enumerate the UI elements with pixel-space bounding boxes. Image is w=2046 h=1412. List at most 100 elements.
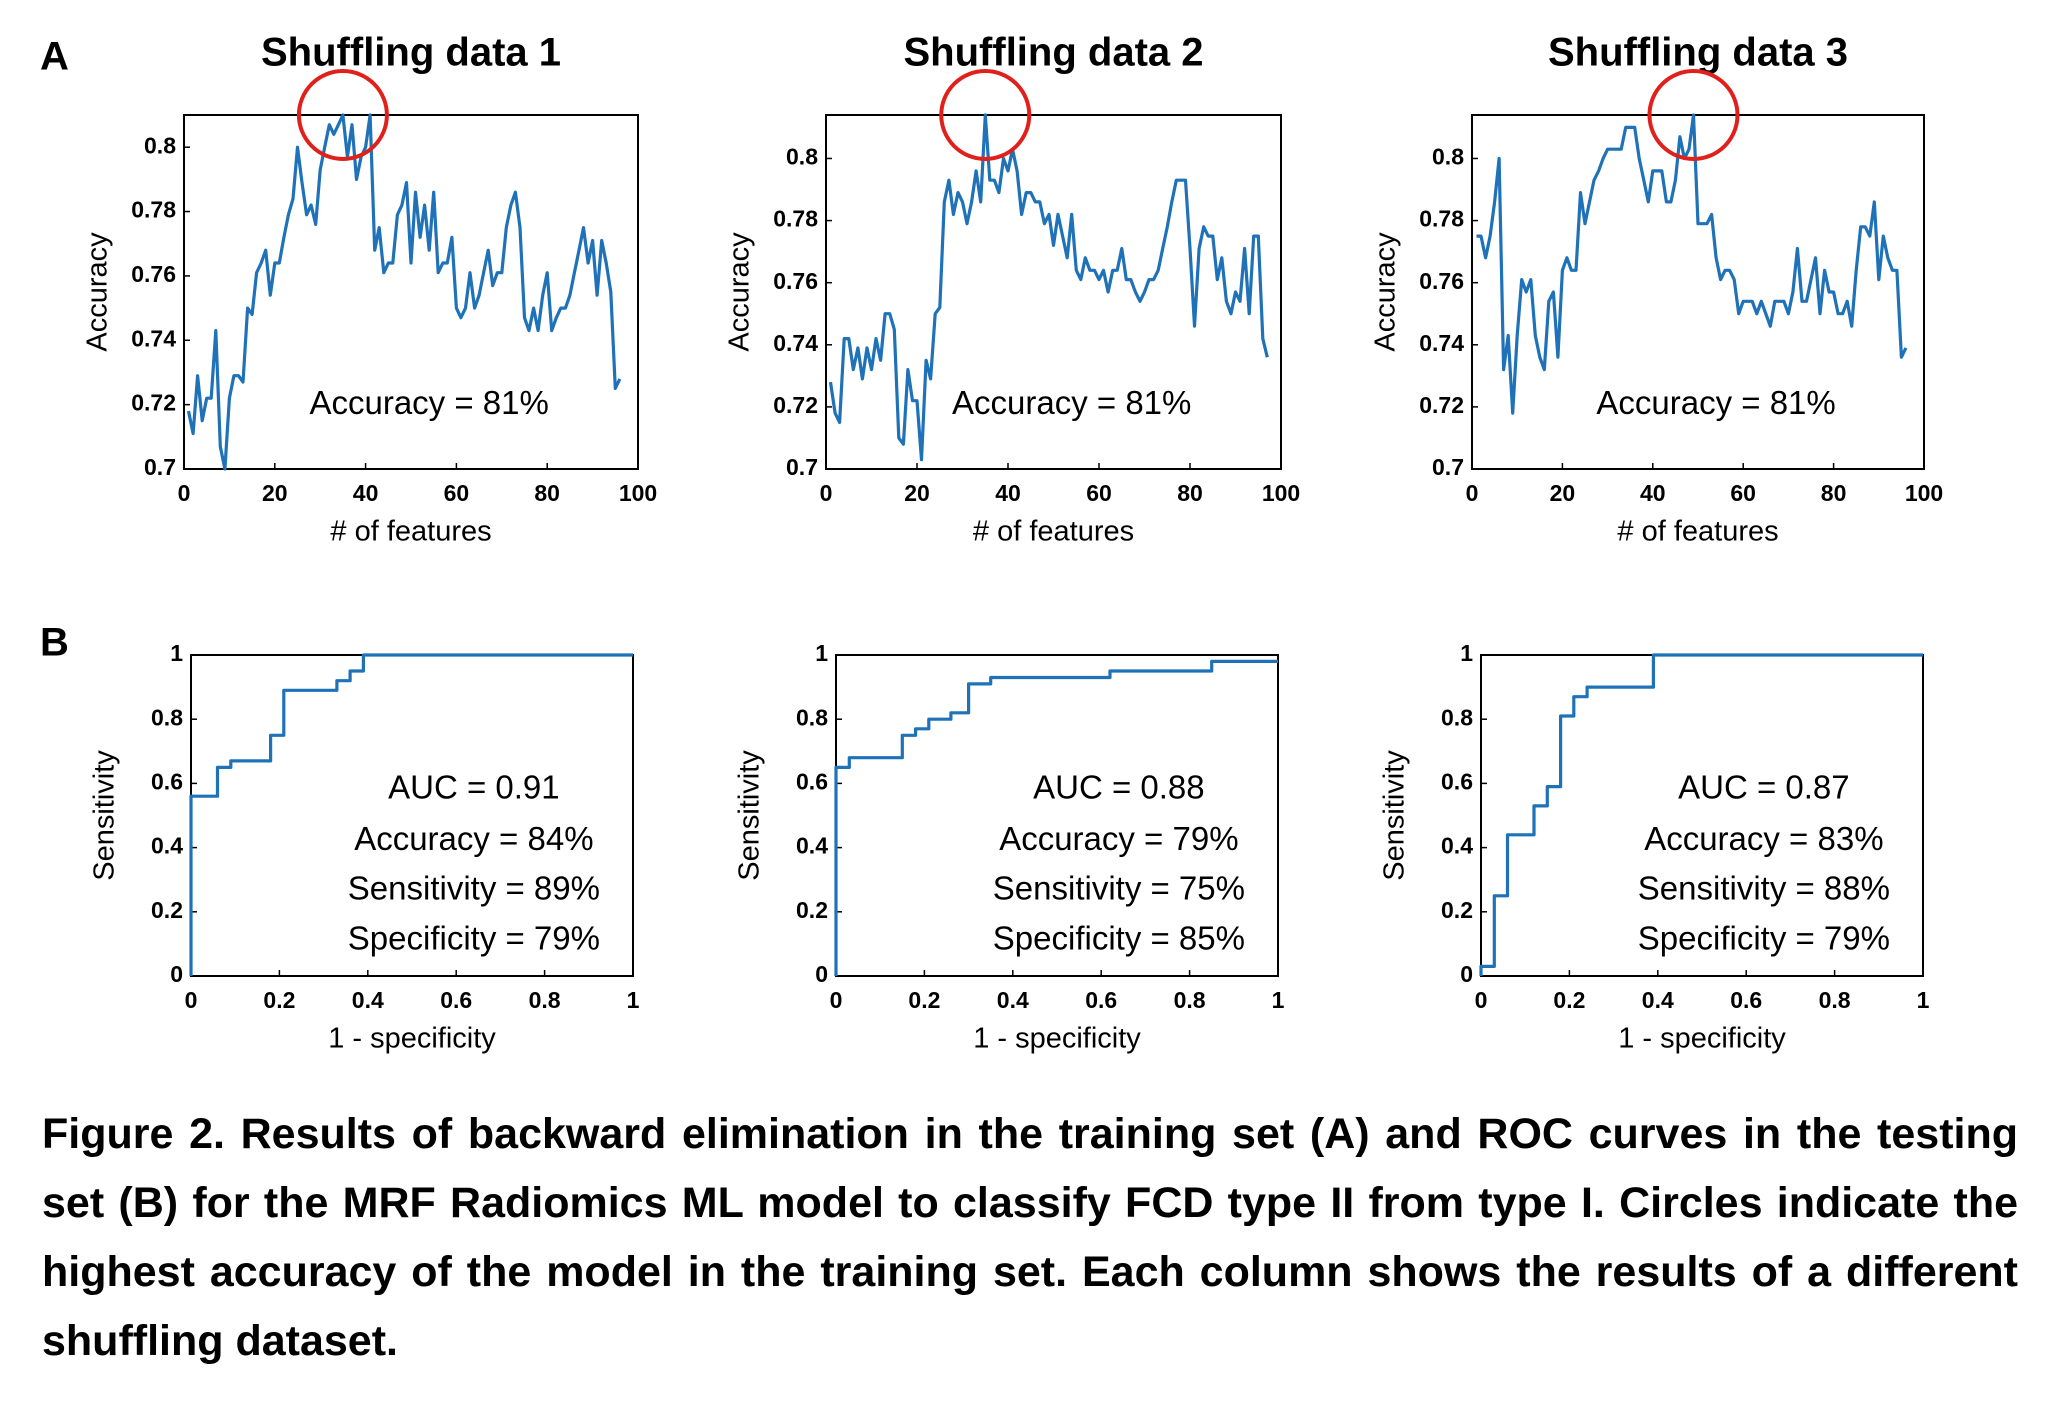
y-tick-label: 0.78 bbox=[1419, 206, 1464, 232]
annotation: Accuracy = 84% bbox=[354, 820, 593, 857]
y-tick-label: 0.4 bbox=[1441, 833, 1473, 859]
x-tick-label: 20 bbox=[1550, 480, 1576, 506]
y-axis-label: Sensitivity bbox=[734, 750, 766, 881]
data-line bbox=[189, 653, 633, 976]
y-tick-label: 0.74 bbox=[131, 325, 176, 351]
x-tick-label: 0 bbox=[1475, 987, 1488, 1013]
y-tick-label: 0.2 bbox=[151, 897, 183, 923]
y-tick-label: 0.7 bbox=[144, 454, 176, 480]
highlight-circle bbox=[1647, 69, 1740, 161]
data-line bbox=[1479, 653, 1923, 976]
x-tick-label: 60 bbox=[1086, 480, 1112, 506]
x-tick-label: 60 bbox=[444, 480, 470, 506]
y-tick-label: 1 bbox=[815, 640, 828, 666]
y-tick-label: 0.2 bbox=[1441, 897, 1473, 923]
data-line bbox=[1476, 113, 1908, 415]
x-tick-label: 0.4 bbox=[997, 987, 1029, 1013]
axes-frame bbox=[183, 114, 639, 470]
annotation: Accuracy = 83% bbox=[1644, 820, 1883, 857]
x-tick-label: 40 bbox=[353, 480, 379, 506]
y-tick-label: 0.76 bbox=[131, 261, 176, 287]
y-tick-label: 0.7 bbox=[1432, 454, 1464, 480]
annotation: Accuracy = 81% bbox=[952, 384, 1191, 421]
x-tick-label: 1 bbox=[1917, 987, 1930, 1013]
x-axis-label: # of features bbox=[973, 516, 1134, 548]
y-tick-label: 0.4 bbox=[796, 833, 828, 859]
y-tick-label: 0.74 bbox=[1419, 330, 1464, 356]
x-tick-label: 40 bbox=[1640, 480, 1666, 506]
data-line bbox=[834, 659, 1278, 976]
annotation: AUC = 0.91 bbox=[388, 769, 560, 806]
x-tick-label: 1 bbox=[627, 987, 640, 1013]
x-tick-label: 100 bbox=[1262, 480, 1300, 506]
x-tick-label: 20 bbox=[262, 480, 288, 506]
y-tick-label: 0.2 bbox=[796, 897, 828, 923]
annotation: Accuracy = 81% bbox=[1596, 384, 1835, 421]
y-tick-label: 0.74 bbox=[773, 330, 818, 356]
y-tick-label: 0.6 bbox=[1441, 768, 1473, 794]
y-tick-label: 0.8 bbox=[151, 704, 183, 730]
highlight-circle bbox=[939, 69, 1032, 161]
x-axis-label: 1 - specificity bbox=[973, 1023, 1141, 1055]
y-tick-label: 0.8 bbox=[796, 704, 828, 730]
x-tick-label: 100 bbox=[619, 480, 657, 506]
x-tick-label: 0.6 bbox=[1730, 987, 1762, 1013]
x-tick-label: 0 bbox=[820, 480, 833, 506]
y-axis-label: Sensitivity bbox=[1379, 750, 1411, 881]
x-tick-label: 0.6 bbox=[440, 987, 472, 1013]
y-tick-label: 0 bbox=[170, 961, 183, 987]
data-line bbox=[828, 113, 1269, 462]
x-tick-label: 0.2 bbox=[263, 987, 295, 1013]
highlight-circle bbox=[296, 69, 389, 161]
x-tick-label: 0.6 bbox=[1085, 987, 1117, 1013]
y-tick-label: 0.7 bbox=[786, 454, 818, 480]
y-axis-label: Sensitivity bbox=[89, 750, 121, 881]
x-tick-label: 40 bbox=[995, 480, 1021, 506]
x-tick-label: 0 bbox=[1466, 480, 1479, 506]
annotation: Specificity = 85% bbox=[993, 919, 1245, 956]
y-axis-label: Accuracy bbox=[82, 232, 114, 352]
annotation: Specificity = 79% bbox=[348, 919, 600, 956]
x-tick-label: 0 bbox=[830, 987, 843, 1013]
y-tick-label: 0.76 bbox=[773, 268, 818, 294]
y-tick-label: 0.78 bbox=[773, 206, 818, 232]
y-tick-label: 0.76 bbox=[1419, 268, 1464, 294]
x-tick-label: 0 bbox=[178, 480, 191, 506]
y-tick-label: 0.8 bbox=[144, 132, 176, 158]
x-axis-label: # of features bbox=[1617, 516, 1778, 548]
y-tick-label: 0.72 bbox=[1419, 392, 1464, 418]
axes-frame bbox=[1471, 114, 1925, 470]
y-tick-label: 1 bbox=[1460, 640, 1473, 666]
x-tick-label: 0.8 bbox=[529, 987, 561, 1013]
panel-label: A bbox=[40, 35, 69, 79]
x-tick-label: 0.2 bbox=[908, 987, 940, 1013]
x-tick-label: 0.4 bbox=[1642, 987, 1674, 1013]
annotation: Sensitivity = 88% bbox=[1638, 870, 1890, 907]
x-tick-label: 100 bbox=[1905, 480, 1943, 506]
x-tick-label: 0.2 bbox=[1553, 987, 1585, 1013]
y-tick-label: 0 bbox=[815, 961, 828, 987]
y-tick-label: 1 bbox=[170, 640, 183, 666]
y-tick-label: 0 bbox=[1460, 961, 1473, 987]
y-tick-label: 0.8 bbox=[786, 144, 818, 170]
x-tick-label: 1 bbox=[1272, 987, 1285, 1013]
annotation: AUC = 0.87 bbox=[1678, 769, 1850, 806]
x-axis-label: # of features bbox=[330, 516, 491, 548]
y-tick-label: 0.6 bbox=[151, 768, 183, 794]
panel-label: B bbox=[40, 621, 69, 665]
y-tick-label: 0.4 bbox=[151, 833, 183, 859]
annotation: Sensitivity = 89% bbox=[348, 870, 600, 907]
x-tick-label: 0 bbox=[185, 987, 198, 1013]
y-tick-label: 0.72 bbox=[773, 392, 818, 418]
x-tick-label: 80 bbox=[534, 480, 560, 506]
y-tick-label: 0.8 bbox=[1441, 704, 1473, 730]
x-axis-label: 1 - specificity bbox=[328, 1023, 496, 1055]
axes-frame bbox=[825, 114, 1282, 470]
caption: Figure 2. Results of backward eliminatio… bbox=[42, 1110, 2018, 1365]
chart-title: Shuffling data 2 bbox=[904, 31, 1204, 75]
x-tick-label: 0.8 bbox=[1819, 987, 1851, 1013]
figure: A B Shuffling data 10 20 40 60 80 1000.70.720… bbox=[40, 31, 1943, 1055]
annotation: Specificity = 79% bbox=[1638, 919, 1890, 956]
y-tick-label: 0.6 bbox=[796, 768, 828, 794]
y-tick-label: 0.78 bbox=[131, 197, 176, 223]
